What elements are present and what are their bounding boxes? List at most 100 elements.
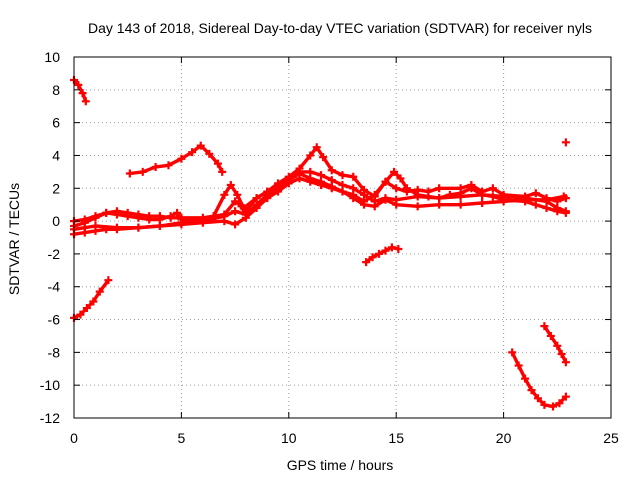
data-point bbox=[402, 184, 411, 193]
data-point bbox=[306, 167, 315, 176]
data-point bbox=[327, 166, 336, 175]
data-point bbox=[312, 143, 321, 152]
series-line bbox=[72, 278, 111, 320]
data-point bbox=[263, 187, 272, 196]
data-point bbox=[478, 199, 487, 208]
y-tick-label: 4 bbox=[52, 147, 60, 163]
data-point bbox=[104, 276, 113, 285]
data-point bbox=[198, 217, 207, 226]
data-point bbox=[413, 192, 422, 201]
data-point bbox=[319, 153, 328, 162]
axis-ticks: 0 5 10 15 20 25 -12 -10 -8 -6 -4 -2 0 2 4 6 8 10 bbox=[40, 49, 619, 446]
data-point bbox=[226, 180, 235, 189]
data-point bbox=[514, 361, 523, 370]
data-point bbox=[368, 253, 377, 262]
data-point bbox=[81, 97, 90, 106]
data-point bbox=[89, 297, 98, 306]
chart-title: Day 143 of 2018, Sidereal Day-to-day VTE… bbox=[88, 20, 592, 36]
data-point bbox=[112, 207, 121, 216]
data-point bbox=[387, 243, 396, 252]
data-point bbox=[252, 194, 261, 203]
data-point bbox=[557, 350, 566, 359]
series-arc-bottom-right bbox=[508, 348, 570, 411]
data-point bbox=[177, 218, 186, 227]
data-point bbox=[196, 141, 205, 150]
data-point bbox=[95, 287, 104, 296]
data-point bbox=[155, 222, 164, 231]
y-tick-label: -2 bbox=[48, 246, 61, 262]
data-point bbox=[540, 400, 549, 409]
x-tick-label: 15 bbox=[388, 430, 404, 446]
data-point bbox=[561, 194, 570, 203]
data-point bbox=[549, 402, 558, 411]
data-point bbox=[239, 203, 248, 212]
data-point bbox=[233, 190, 242, 199]
data-point bbox=[435, 194, 444, 203]
series-baseline-d bbox=[70, 167, 570, 234]
data-point bbox=[145, 212, 154, 221]
data-point bbox=[209, 212, 218, 221]
data-point bbox=[102, 208, 111, 217]
data-point bbox=[231, 220, 240, 229]
data-point bbox=[205, 149, 214, 158]
data-point bbox=[553, 203, 562, 212]
data-point bbox=[134, 223, 143, 232]
data-point bbox=[123, 208, 132, 217]
data-point bbox=[527, 386, 536, 395]
data-point bbox=[220, 210, 229, 219]
data-point bbox=[521, 194, 530, 203]
data-point bbox=[82, 304, 91, 313]
data-point bbox=[435, 184, 444, 193]
data-point bbox=[555, 399, 564, 408]
data-point bbox=[284, 176, 293, 185]
data-point bbox=[381, 177, 390, 186]
series-arc-right-down bbox=[540, 322, 570, 367]
data-point bbox=[381, 246, 390, 255]
grid bbox=[74, 57, 611, 418]
data-point bbox=[546, 331, 555, 340]
data-point bbox=[134, 210, 143, 219]
data-point bbox=[231, 207, 240, 216]
data-point bbox=[375, 249, 384, 258]
y-tick-label: 10 bbox=[44, 49, 60, 65]
data-point bbox=[381, 194, 390, 203]
data-point bbox=[164, 161, 173, 170]
data-point bbox=[173, 208, 182, 217]
data-point bbox=[338, 171, 347, 180]
data-point bbox=[531, 189, 540, 198]
data-point bbox=[413, 202, 422, 211]
y-tick-label: 8 bbox=[52, 82, 60, 98]
data-point bbox=[553, 341, 562, 350]
data-point bbox=[188, 148, 197, 157]
data-point bbox=[317, 171, 326, 180]
data-point bbox=[213, 159, 222, 168]
data-point bbox=[349, 172, 358, 181]
y-tick-label: -10 bbox=[40, 377, 60, 393]
data-point bbox=[521, 374, 530, 383]
data-point bbox=[456, 192, 465, 201]
data-point bbox=[151, 162, 160, 171]
data-point bbox=[488, 184, 497, 193]
data-point bbox=[394, 244, 403, 253]
data-point bbox=[306, 151, 315, 160]
data-point bbox=[177, 154, 186, 163]
data-point bbox=[74, 80, 83, 89]
data-point bbox=[508, 348, 517, 357]
data-point bbox=[540, 322, 549, 331]
data-point bbox=[138, 167, 147, 176]
data-point bbox=[166, 213, 175, 222]
data-point bbox=[349, 184, 358, 193]
data-point bbox=[561, 392, 570, 401]
data-point bbox=[456, 200, 465, 209]
series-arc-14h bbox=[362, 243, 403, 267]
data-point bbox=[125, 169, 134, 178]
data-point bbox=[478, 190, 487, 199]
data-point bbox=[390, 167, 399, 176]
data-point bbox=[542, 197, 551, 206]
data-point bbox=[91, 212, 100, 221]
data-point bbox=[499, 192, 508, 201]
data-point bbox=[561, 358, 570, 367]
x-tick-label: 25 bbox=[603, 430, 619, 446]
